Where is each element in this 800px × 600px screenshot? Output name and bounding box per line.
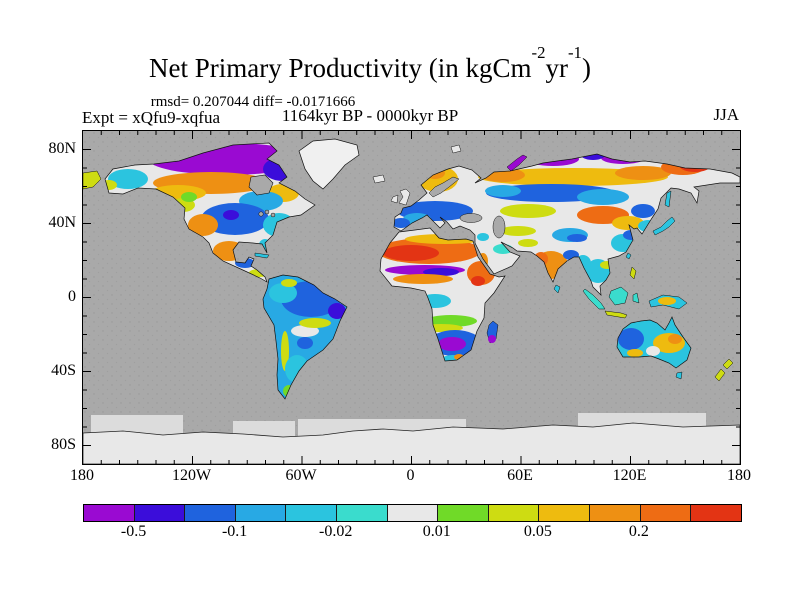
colorbar-cell — [590, 505, 641, 521]
axis-ticks — [83, 131, 740, 464]
black-sea — [459, 213, 483, 223]
baltic-sea — [428, 176, 460, 198]
x-tick-label: 0 — [406, 467, 415, 484]
antarctica-landmass — [83, 422, 740, 464]
y-tick-label: 80S — [51, 435, 76, 453]
great-lakes — [258, 209, 276, 218]
chukotka-west-edge — [83, 170, 102, 190]
borneo — [608, 286, 629, 306]
colorbar — [83, 504, 742, 522]
colorbar-cell — [84, 505, 135, 521]
colorbar-cell — [387, 505, 439, 521]
new-zealand-south — [714, 368, 726, 382]
new-guinea-highlands-patch — [658, 297, 676, 305]
x-tick-label: 180 — [70, 467, 94, 484]
page-title: Net Primary Productivity (in kgCm-2yr-1) — [149, 42, 591, 83]
title-superscript-1: -2 — [531, 42, 546, 62]
colorbar-cell — [185, 505, 236, 521]
africa-coastline — [379, 227, 506, 362]
united-kingdom — [398, 188, 411, 206]
colorbar-cell — [539, 505, 591, 521]
y-tick-label: 80N — [48, 139, 76, 157]
new-zealand-north — [722, 358, 734, 370]
eurasia-coastline — [393, 153, 740, 296]
madagascar-south-patch — [488, 335, 496, 343]
x-tick-label: 60E — [507, 467, 533, 484]
colorbar-tick-label: 0.01 — [422, 523, 451, 540]
x-tick-label: 180 — [727, 467, 751, 484]
novaya-zemlya — [506, 154, 528, 172]
south-america-coastline — [262, 274, 348, 400]
islands — [83, 144, 734, 382]
colorbar-cell — [337, 505, 388, 521]
colorbar-cell — [438, 505, 489, 521]
sri-lanka — [553, 284, 561, 294]
colorbar-cell — [286, 505, 338, 521]
period-label: 1164kyr BP - 0000kyr BP — [281, 106, 459, 125]
colorbar-cell — [640, 505, 692, 521]
tasmania — [675, 371, 683, 380]
colorbar-tick-label: -0.02 — [319, 523, 353, 540]
australia-coastline — [616, 316, 692, 369]
sakhalin — [664, 190, 672, 208]
hudson-bay — [248, 174, 274, 196]
y-tick-label: 40N — [48, 213, 76, 231]
caspian-sea — [492, 215, 506, 239]
cuba — [254, 252, 270, 259]
map-plot-area — [82, 130, 741, 465]
colorbar-cell — [235, 505, 287, 521]
philippines — [629, 266, 637, 280]
experiment-label: Expt = xQfu9-xqfua — [82, 108, 221, 127]
japan — [652, 216, 676, 236]
colorbar-tick-label: 0.05 — [523, 523, 552, 540]
colorbar-tick-label: -0.1 — [221, 523, 248, 540]
world-map — [83, 131, 740, 464]
sulawesi — [632, 292, 640, 304]
java — [604, 310, 628, 319]
taiwan — [625, 252, 632, 260]
north-america-coastline — [104, 142, 316, 283]
svalbard — [450, 144, 462, 154]
greenland-landmass — [298, 138, 360, 190]
colorbar-cell — [488, 505, 540, 521]
colorbar-cell — [691, 505, 741, 521]
x-tick-label: 120W — [171, 467, 212, 484]
ireland — [390, 194, 399, 204]
sumatra — [582, 288, 606, 310]
stats-line: rmsd= 0.207044 diff= -0.0171666 — [150, 94, 356, 110]
x-tick-label: 60W — [285, 467, 317, 484]
colorbar-tick-label: 0.2 — [628, 523, 649, 540]
colorbar-cell — [134, 505, 186, 521]
x-tick-label: 120E — [612, 467, 647, 484]
iceland — [372, 174, 386, 184]
season-label: JJA — [713, 105, 739, 124]
y-tick-label: 0 — [68, 287, 76, 305]
colorbar-tick-label: -0.5 — [120, 523, 147, 540]
y-tick-label: 40S — [51, 361, 76, 379]
title-superscript-2: -1 — [567, 42, 582, 62]
